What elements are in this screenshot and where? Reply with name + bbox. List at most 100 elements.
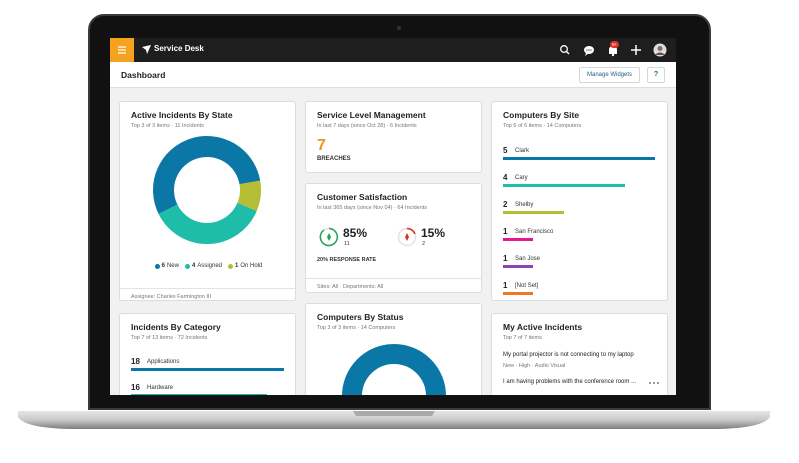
legend-value: 6 xyxy=(161,263,165,269)
top-bar: Service Desk 9+ xyxy=(110,38,676,62)
donut-segment xyxy=(158,202,257,244)
widget-title: Service Level Management xyxy=(317,110,426,120)
row-label: Cary xyxy=(515,175,528,181)
avatar[interactable] xyxy=(653,43,667,57)
widget-title: Incidents By Category xyxy=(131,322,221,332)
positive-percent: 85% xyxy=(343,226,368,240)
menu-lines xyxy=(118,46,126,54)
row-label: San Jose xyxy=(515,256,541,262)
chat-icon[interactable] xyxy=(584,46,594,56)
widget-subtitle: Top 7 of 13 items · 72 Incidents xyxy=(131,335,208,341)
positive-icon xyxy=(327,233,331,241)
legend-label: Assigned xyxy=(197,263,223,269)
widget-title: My Active Incidents xyxy=(503,322,583,332)
widget-card: Computers By Status Top 3 of 3 items · 1… xyxy=(305,303,482,395)
bar xyxy=(503,238,534,241)
status-donut xyxy=(342,344,446,395)
row-label: Shelby xyxy=(515,202,534,208)
manage-widgets-button[interactable]: Manage Widgets xyxy=(579,67,640,83)
widget-footer: Assignee: Charles Farmington III xyxy=(120,288,295,300)
row-value: 16 xyxy=(131,383,140,392)
donut-segment xyxy=(237,180,261,211)
legend-swatch xyxy=(228,263,234,269)
screen: Service Desk 9+ Dashboard Manage Widgets… xyxy=(110,38,676,395)
widget-title: Active Incidents By State xyxy=(131,110,233,120)
row-label: San Francisco xyxy=(515,229,554,235)
more-menu[interactable] xyxy=(648,380,660,386)
incident-title[interactable]: My portal projector is not connecting to… xyxy=(503,352,634,358)
row-value: 4 xyxy=(503,173,508,182)
legend-swatch xyxy=(154,263,160,269)
widget-title: Computers By Status xyxy=(317,312,404,322)
widget-subtitle: Top 3 of 3 items · 11 Incidents xyxy=(131,123,204,129)
legend-item: 4 Assigned xyxy=(184,263,223,269)
app-title: Service Desk xyxy=(154,44,204,53)
widget-title: Customer Satisfaction xyxy=(317,192,408,202)
menu-icon xyxy=(118,46,126,54)
top-icons xyxy=(560,43,667,57)
bar xyxy=(131,394,267,395)
widget-card: Active Incidents By State Top 3 of 3 ite… xyxy=(119,101,296,301)
bell-icon[interactable] xyxy=(609,46,617,57)
satisfaction-icons xyxy=(319,227,417,247)
widget-card: Incidents By Category Top 7 of 13 items … xyxy=(119,313,296,395)
donut-chart xyxy=(153,136,261,244)
logo-shape xyxy=(142,45,151,54)
legend-swatch xyxy=(184,263,190,269)
add-icon[interactable] xyxy=(631,45,641,55)
search-icon[interactable] xyxy=(560,45,570,55)
widget-subtitle: In last 7 days (since Oct 28) · 6 Incide… xyxy=(317,123,417,129)
bar xyxy=(503,265,534,268)
widget-subtitle: Top 6 of 6 items · 14 Computers xyxy=(503,123,582,129)
negative-percent: 15% xyxy=(421,226,446,240)
donut-segment xyxy=(153,136,261,214)
negative-arc xyxy=(406,227,416,235)
bar xyxy=(503,292,534,295)
row-label: Hardware xyxy=(147,385,174,391)
bar xyxy=(131,368,284,371)
legend-item: 1 On Hold xyxy=(228,263,262,269)
legend-value: 4 xyxy=(191,263,196,269)
row-value: 2 xyxy=(503,200,508,209)
widget-subtitle: Top 3 of 3 items · 14 Computers xyxy=(317,325,396,331)
menu-button[interactable] xyxy=(110,38,134,62)
page-title: Dashboard xyxy=(121,70,166,80)
row-label: [Not Set] xyxy=(515,283,539,289)
app-logo xyxy=(142,45,151,54)
row-value: 18 xyxy=(131,357,140,366)
base-body xyxy=(18,411,770,429)
legend: 6 New 4 Assigned 1 On Hold xyxy=(120,263,295,269)
positive-count: 11 xyxy=(344,241,350,247)
breach-label: BREACHES xyxy=(317,156,351,162)
widget-footer: Sites: All · Departments: All xyxy=(306,278,481,292)
donut-ring xyxy=(342,344,446,395)
row-value: 1 xyxy=(503,281,508,290)
row-label: Applications xyxy=(147,359,180,365)
legend-item: 6 New xyxy=(154,263,179,269)
row-value: 1 xyxy=(503,254,508,263)
positive-arc xyxy=(319,227,338,247)
help-button[interactable]: ? xyxy=(647,67,665,83)
incident-title[interactable]: I am having problems with the conference… xyxy=(503,379,637,385)
incident-meta: New · High · Audio Visual xyxy=(503,363,566,369)
legend-label: New xyxy=(166,263,179,269)
bar xyxy=(503,211,564,214)
camera xyxy=(397,26,401,30)
widget-subtitle: Top 7 of 7 items xyxy=(503,335,542,341)
widget-card: Computers By Site Top 6 of 6 items · 14 … xyxy=(491,101,668,301)
negative-icon xyxy=(405,233,409,241)
bar xyxy=(503,157,655,160)
base-notch xyxy=(353,411,435,416)
bar xyxy=(503,184,625,187)
row-value: 5 xyxy=(503,146,508,155)
widget-card: My Active Incidents Top 7 of 7 items My … xyxy=(491,313,668,395)
negative-count: 2 xyxy=(422,241,426,247)
widget-subtitle: In last 365 days (since Nov 04) · 64 Inc… xyxy=(317,205,428,211)
widget-card: Customer Satisfaction In last 365 days (… xyxy=(305,183,482,293)
widget-card: Service Level Management In last 7 days … xyxy=(305,101,482,173)
notification-badge: 9+ xyxy=(610,41,620,48)
legend-value: 1 xyxy=(235,263,239,269)
row-value: 1 xyxy=(503,227,508,236)
widget-title: Computers By Site xyxy=(503,110,580,120)
